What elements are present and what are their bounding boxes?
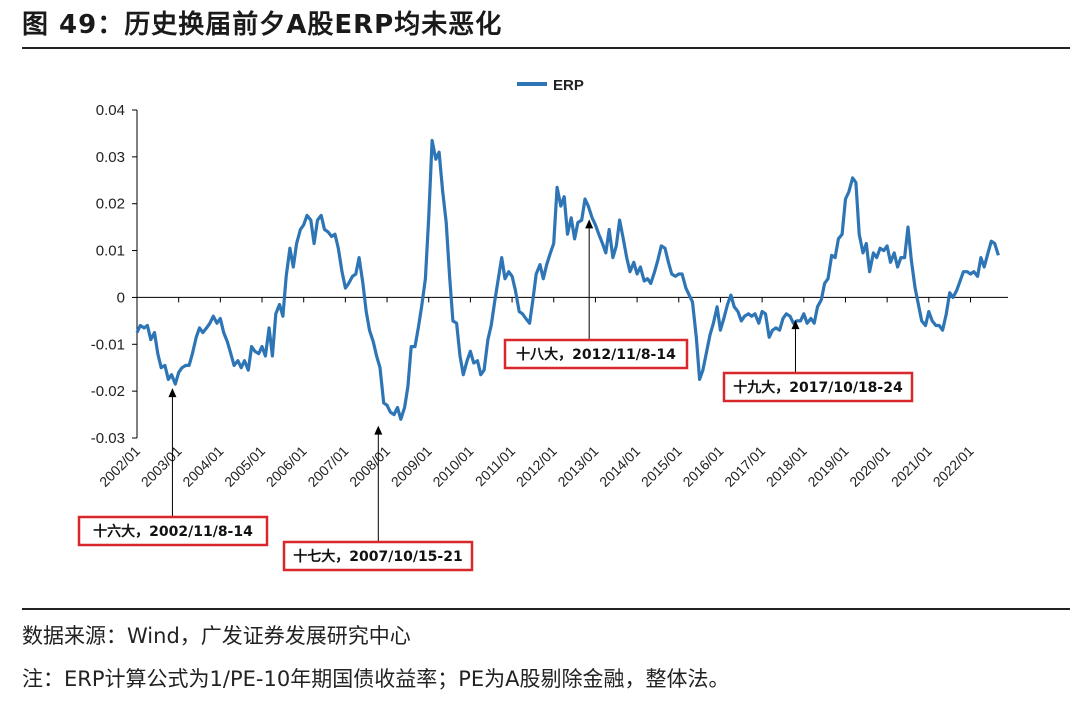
- y-tick-label: -0.01: [91, 336, 125, 353]
- chart-legend: ERP: [517, 77, 584, 94]
- annotation-arrow-head: [585, 219, 594, 229]
- annotation-box: [503, 338, 689, 370]
- y-tick-label: 0.04: [96, 102, 125, 119]
- y-tick-label: 0.02: [96, 196, 125, 213]
- x-tick-label: 2011/01: [472, 443, 519, 490]
- annotation-arrow-head: [791, 320, 800, 330]
- annotation-box: [282, 540, 474, 572]
- x-tick-label: 2017/01: [721, 443, 768, 490]
- y-tick-label: -0.03: [91, 430, 125, 447]
- annotation-1: 十六大，2002/11/8-14: [77, 388, 269, 547]
- x-tick-label: 2019/01: [804, 443, 851, 490]
- y-tick-label: 0.03: [96, 149, 125, 166]
- x-tick-label: 2004/01: [179, 443, 226, 490]
- x-tick-label: 2003/01: [138, 443, 185, 490]
- annotation-arrow-head: [168, 388, 177, 398]
- x-tick-label: 2015/01: [638, 443, 685, 490]
- annotations-layer: 十六大，2002/11/8-14 十七大，2007/10/15-21 十八大，201…: [77, 219, 914, 572]
- x-tick-label: 2021/01: [888, 443, 935, 490]
- annotation-label: 十六大，2002/11/8-14: [93, 523, 253, 540]
- erp-line-chart: ERP -0.03 -0.02 -0.01 0 0.01 0.02 0.03 0.04 200…: [77, 77, 1008, 572]
- series-layer: [135, 138, 1000, 421]
- formula-note: 注：ERP计算公式为1/PE-10年期国债收益率；PE为A股剔除金融，整体法。: [22, 667, 730, 691]
- x-tick-label: 2016/01: [679, 443, 726, 490]
- x-tick-label: 2013/01: [554, 443, 601, 490]
- y-tick-label: 0.01: [96, 243, 125, 260]
- title-divider: [22, 47, 1070, 49]
- x-tick-label: 2022/01: [930, 443, 977, 490]
- annotation-label: 十八大，2012/11/8-14: [516, 346, 676, 363]
- annotation-3: 十八大，2012/11/8-14: [503, 219, 689, 370]
- x-tick-label: 2010/01: [429, 443, 476, 490]
- figure-title: 图 49：历史换届前夕A股ERP均未恶化: [22, 10, 503, 40]
- annotation-4: 十九大，2017/10/18-24: [722, 320, 914, 403]
- annotation-label: 十七大，2007/10/15-21: [293, 548, 462, 565]
- x-tick-label: 2018/01: [763, 443, 810, 490]
- x-tick-label: 2009/01: [388, 443, 435, 490]
- series-line-erp: [135, 138, 1000, 421]
- x-tick-label: 2014/01: [596, 443, 643, 490]
- y-tick-label: 0: [117, 289, 125, 306]
- x-tick-label: 2005/01: [221, 443, 268, 490]
- annotation-label: 十九大，2017/10/18-24: [733, 379, 903, 396]
- x-tick-label: 2007/01: [304, 443, 351, 490]
- x-tick-label: 2006/01: [263, 443, 310, 490]
- y-axis: -0.03 -0.02 -0.01 0 0.01 0.02 0.03 0.04: [91, 102, 138, 447]
- x-tick-label: 2012/01: [513, 443, 560, 490]
- annotation-2: 十七大，2007/10/15-21: [282, 425, 474, 572]
- annotation-box: [722, 371, 914, 403]
- legend-label-erp: ERP: [553, 77, 584, 94]
- y-tick-label: -0.02: [91, 383, 125, 400]
- footer-divider: [22, 608, 1070, 610]
- source-note: 数据来源：Wind，广发证券发展研究中心: [22, 624, 411, 648]
- x-tick-label: 2002/01: [96, 443, 143, 490]
- x-tick-label: 2008/01: [346, 443, 393, 490]
- annotation-box: [77, 515, 269, 547]
- x-tick-label: 2020/01: [846, 443, 893, 490]
- annotation-arrow-head: [374, 425, 383, 435]
